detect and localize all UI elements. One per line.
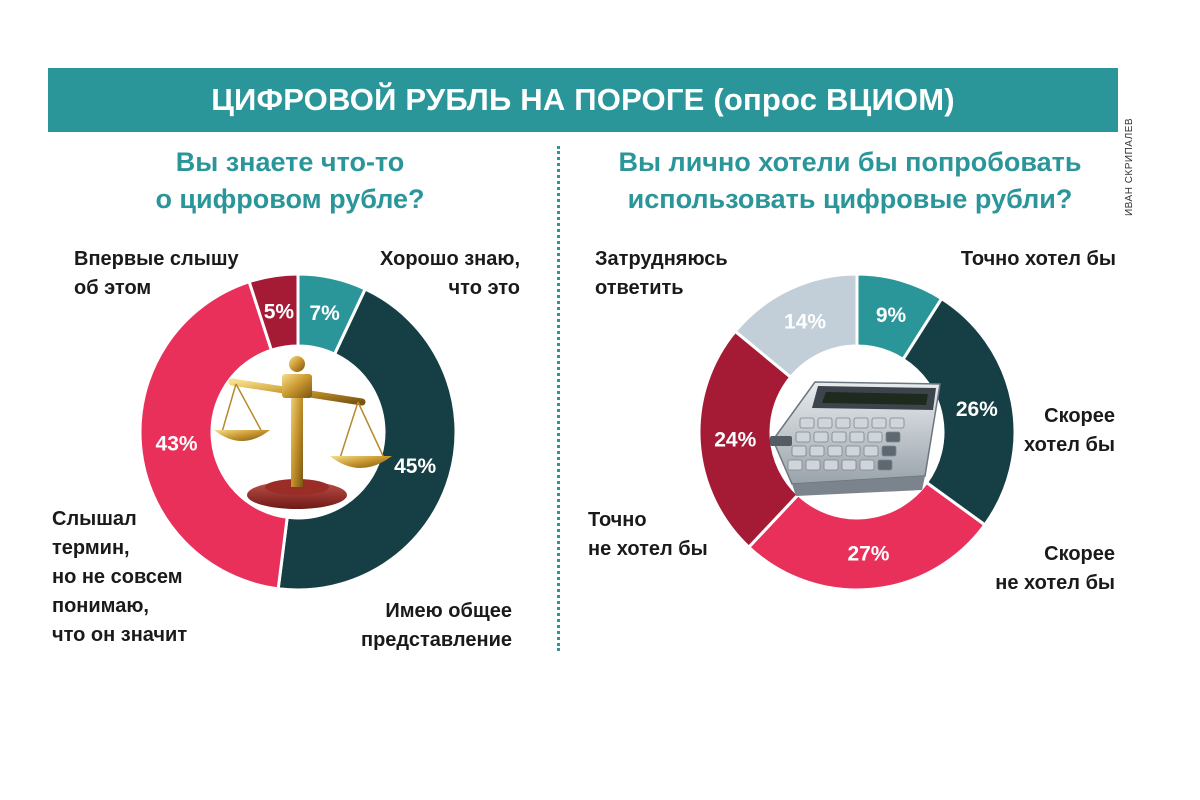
- question-1: Вы знаете что-то о цифровом рубле?: [130, 144, 450, 218]
- chart-1-slices: [138, 272, 458, 592]
- calculator-key: [845, 445, 861, 457]
- chart-1-value-label-2: 45%: [394, 455, 436, 478]
- calculator-icon: [770, 381, 941, 496]
- chart-1-slice-4: [247, 272, 300, 353]
- chart-2-label-rather-yes: Скорее хотел бы: [1024, 405, 1115, 456]
- calculator-key: [841, 459, 857, 471]
- chart-1-value-label-3: 43%: [156, 432, 198, 455]
- calculator-key: [881, 445, 897, 457]
- question-2: Вы лично хотели бы попробовать использов…: [600, 144, 1100, 218]
- calculator-key: [849, 431, 865, 443]
- chart-2-value-label-4: 24%: [714, 429, 756, 452]
- question-2-line-2: использовать цифровые рубли?: [627, 184, 1073, 214]
- calculator-key: [787, 459, 803, 471]
- calculator-key: [835, 417, 851, 429]
- calculator-key: [809, 445, 825, 457]
- chart-2-slice-3: [746, 480, 987, 592]
- chart-1-label-first-time: Впервые слышу об этом: [74, 248, 239, 299]
- question-1-line-2: о цифровом рубле?: [155, 184, 425, 214]
- calculator-key: [827, 445, 843, 457]
- chart-2-value-labels: 9% 26% 27% 24% 14%: [714, 304, 998, 566]
- chart-2-label-undecided: Затрудняюсь ответить: [595, 248, 728, 299]
- scales-of-justice-icon: [214, 356, 392, 509]
- calculator-key: [885, 431, 901, 443]
- calculator-key: [817, 417, 833, 429]
- chart-1-label-heard-term: Слышал термин, но не совсем понимаю, что…: [52, 508, 188, 646]
- chart-2-slice-5: [733, 272, 859, 380]
- chart-1-value-labels: 7% 45% 43% 5%: [156, 301, 437, 479]
- chart-1-value-label-4: 5%: [264, 301, 295, 324]
- calculator-key: [859, 459, 875, 471]
- chart-2-value-label-5: 14%: [784, 311, 826, 334]
- chart-1-slice-2: [276, 287, 458, 592]
- calculator-key: [871, 417, 887, 429]
- calculator-key: [867, 431, 883, 443]
- title-banner: ЦИФРОВОЙ РУБЛЬ НА ПОРОГЕ (опрос ВЦИОМ): [48, 68, 1118, 132]
- calculator-key: [853, 417, 869, 429]
- chart-1-value-label-1: 7%: [309, 302, 340, 325]
- calculator-key: [795, 431, 811, 443]
- calculator-key: [805, 459, 821, 471]
- chart-2-label-definitely-yes: Точно хотел бы: [960, 248, 1116, 270]
- calculator-key: [791, 445, 807, 457]
- calculator-key: [877, 459, 893, 471]
- chart-2-label-rather-no: Скорее не хотел бы: [995, 543, 1115, 594]
- calculator-key: [863, 445, 879, 457]
- calculator-key: [799, 417, 815, 429]
- column-divider: [557, 146, 560, 651]
- chart-1-label-general-idea: Имею общее представление: [361, 600, 512, 651]
- chart-2-slice-4: [697, 329, 801, 550]
- calculator-key: [813, 431, 829, 443]
- calculator-key: [889, 417, 905, 429]
- calculator-key: [831, 431, 847, 443]
- chart-2-value-label-3: 27%: [847, 542, 889, 565]
- chart-1-slice-3: [138, 279, 289, 591]
- calculator-key: [823, 459, 839, 471]
- chart-2-label-definitely-no: Точно не хотел бы: [588, 509, 708, 560]
- chart-2-value-label-2: 26%: [956, 398, 998, 421]
- chart-2-value-label-1: 9%: [876, 304, 907, 327]
- question-2-line-1: Вы лично хотели бы попробовать: [618, 147, 1082, 177]
- chart-1-label-know-well: Хорошо знаю, что это: [380, 248, 520, 299]
- chart-2-slices: [697, 272, 1017, 592]
- page-title: ЦИФРОВОЙ РУБЛЬ НА ПОРОГЕ (опрос ВЦИОМ): [211, 82, 955, 117]
- question-1-line-1: Вы знаете что-то: [175, 147, 405, 177]
